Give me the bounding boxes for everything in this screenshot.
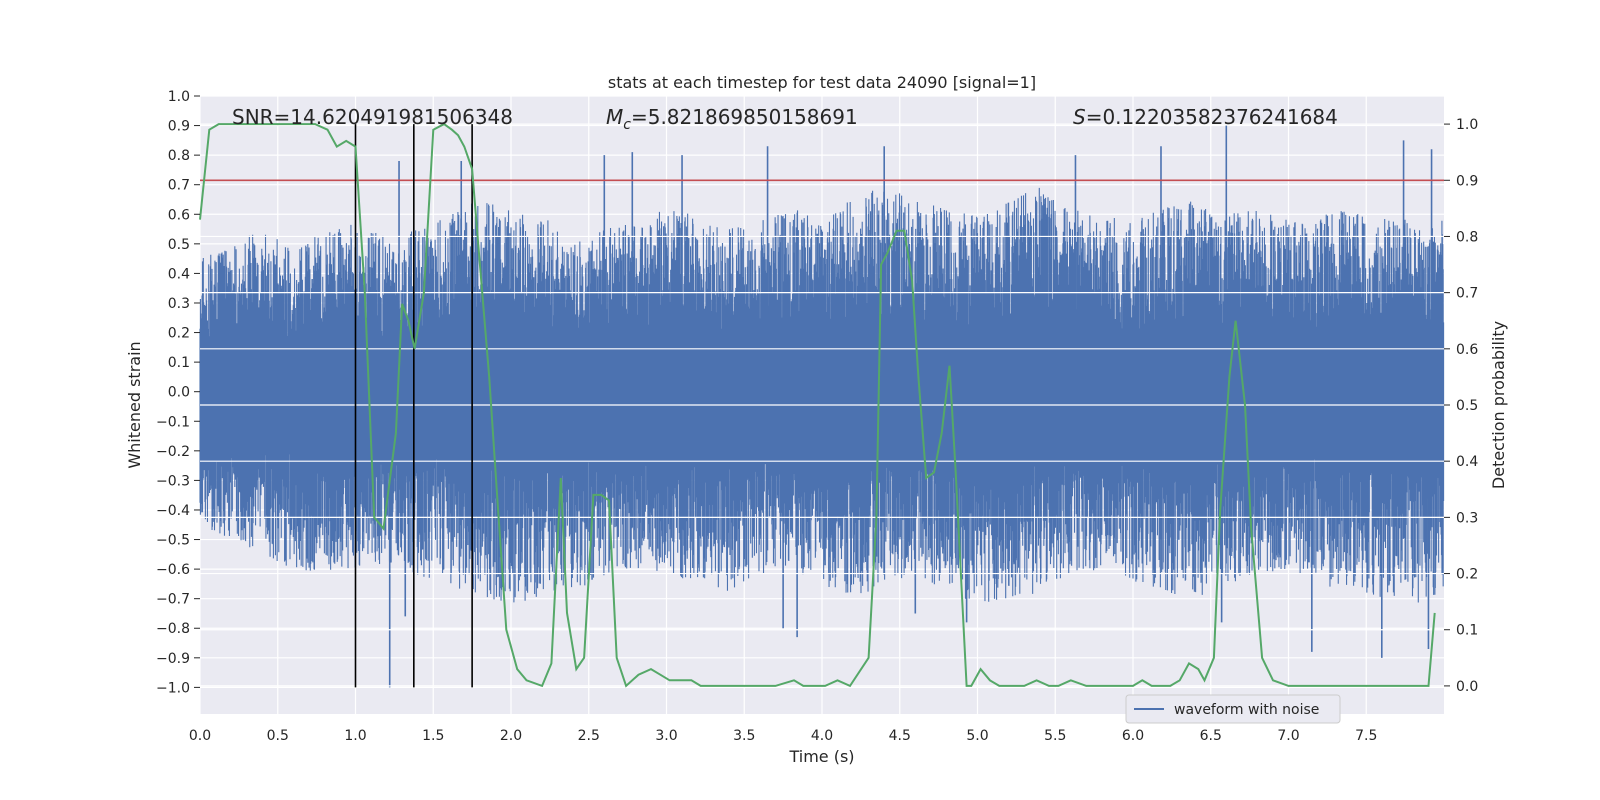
y2-tick-label: 0.8 [1456, 229, 1478, 245]
y-tick-label: 0.1 [168, 355, 190, 371]
y-tick-label: 0.7 [168, 178, 190, 194]
y-axis-label: Whitened strain [125, 341, 144, 468]
chirp-mass-subscript: c [623, 117, 631, 133]
y2-tick-label: 0.5 [1456, 398, 1478, 414]
s-annotation: S=0.12203582376241684 [1073, 105, 1338, 129]
y-tick-label: 0.8 [168, 148, 190, 164]
x-tick-label: 2.0 [500, 728, 522, 744]
x-tick-label: 6.5 [1200, 728, 1222, 744]
x-tick-label: 3.0 [655, 728, 677, 744]
y2-axis-label: Detection probability [1489, 321, 1508, 489]
x-tick-label: 6.0 [1122, 728, 1144, 744]
legend-label: waveform with noise [1174, 702, 1319, 718]
y-tick-label: 1.0 [168, 89, 190, 105]
y-tick-label: −0.9 [156, 651, 190, 667]
y-axis-ticks: 1.0 0.9 0.8 0.7 0.6 0.5 0.4 0.3 0.2 0.1 0.0 −0.1 −0.… [156, 89, 200, 696]
detection-probability-line [199, 122, 1436, 688]
y-tick-label: −0.6 [156, 562, 190, 578]
y-tick-label: −0.3 [156, 473, 190, 489]
s-symbol: S [1073, 105, 1086, 129]
snr-annotation: SNR=14.620491981506348 [232, 105, 513, 129]
y2-tick-label: 0.2 [1456, 567, 1478, 583]
y-tick-label: −0.2 [156, 444, 190, 460]
y-tick-label: 0.6 [168, 207, 190, 223]
x-axis-ticks: 0.0 0.5 1.0 1.5 2.0 2.5 3.0 3.5 4.0 4.5 5.0 5.5 6.0 6… [189, 728, 1378, 744]
y2-tick-label: 0.3 [1456, 510, 1478, 526]
y-tick-label: −0.4 [156, 503, 190, 519]
y-tick-label: −1.0 [156, 680, 190, 696]
x-tick-label: 7.5 [1355, 728, 1377, 744]
x-tick-label: 5.0 [966, 728, 988, 744]
x-tick-label: 4.5 [889, 728, 911, 744]
y-tick-label: −0.8 [156, 621, 190, 637]
y-tick-label: 0.5 [168, 237, 190, 253]
x-tick-label: 4.0 [811, 728, 833, 744]
y2-tick-label: 0.7 [1456, 286, 1478, 302]
s-value: =0.12203582376241684 [1086, 105, 1338, 129]
y2-tick-label: 0.9 [1456, 173, 1478, 189]
x-tick-label: 3.5 [733, 728, 755, 744]
y-tick-label: 0.0 [168, 385, 190, 401]
chirp-mass-symbol: M [606, 105, 623, 129]
legend-box [1125, 694, 1341, 724]
x-tick-label: 7.0 [1277, 728, 1299, 744]
y-tick-label: 0.3 [168, 296, 190, 312]
legend: waveform with noise [1125, 694, 1341, 724]
y2-tick-label: 0.1 [1456, 623, 1478, 639]
y-tick-label: −0.7 [156, 592, 190, 608]
chirp-mass-annotation: Mc=5.821869850158691 [606, 105, 858, 133]
chirp-mass-value: =5.821869850158691 [631, 105, 858, 129]
x-tick-label: 2.5 [578, 728, 600, 744]
x-tick-label: 1.0 [344, 728, 366, 744]
x-axis-label: Time (s) [788, 747, 854, 766]
y-tick-label: 0.2 [168, 326, 190, 342]
y2-axis-ticks: 1.0 0.9 0.8 0.7 0.6 0.5 0.4 0.3 0.2 0.1 0.0 [1444, 117, 1478, 695]
y2-tick-label: 0.4 [1456, 454, 1478, 470]
y-tick-label: 0.4 [168, 266, 190, 282]
x-tick-label: 0.5 [267, 728, 289, 744]
y2-tick-label: 0.0 [1456, 679, 1478, 695]
x-tick-label: 1.5 [422, 728, 444, 744]
y-tick-label: −0.5 [156, 533, 190, 549]
y2-tick-label: 0.6 [1456, 342, 1478, 358]
right-axis-grid [200, 123, 1444, 687]
vertical-markers [354, 124, 473, 688]
y-tick-label: 0.9 [168, 119, 190, 135]
y2-tick-label: 1.0 [1456, 117, 1478, 133]
chart-title: stats at each timestep for test data 240… [608, 73, 1036, 92]
x-tick-label: 5.5 [1044, 728, 1066, 744]
y-tick-label: −0.1 [156, 414, 190, 430]
x-tick-label: 0.0 [189, 728, 211, 744]
